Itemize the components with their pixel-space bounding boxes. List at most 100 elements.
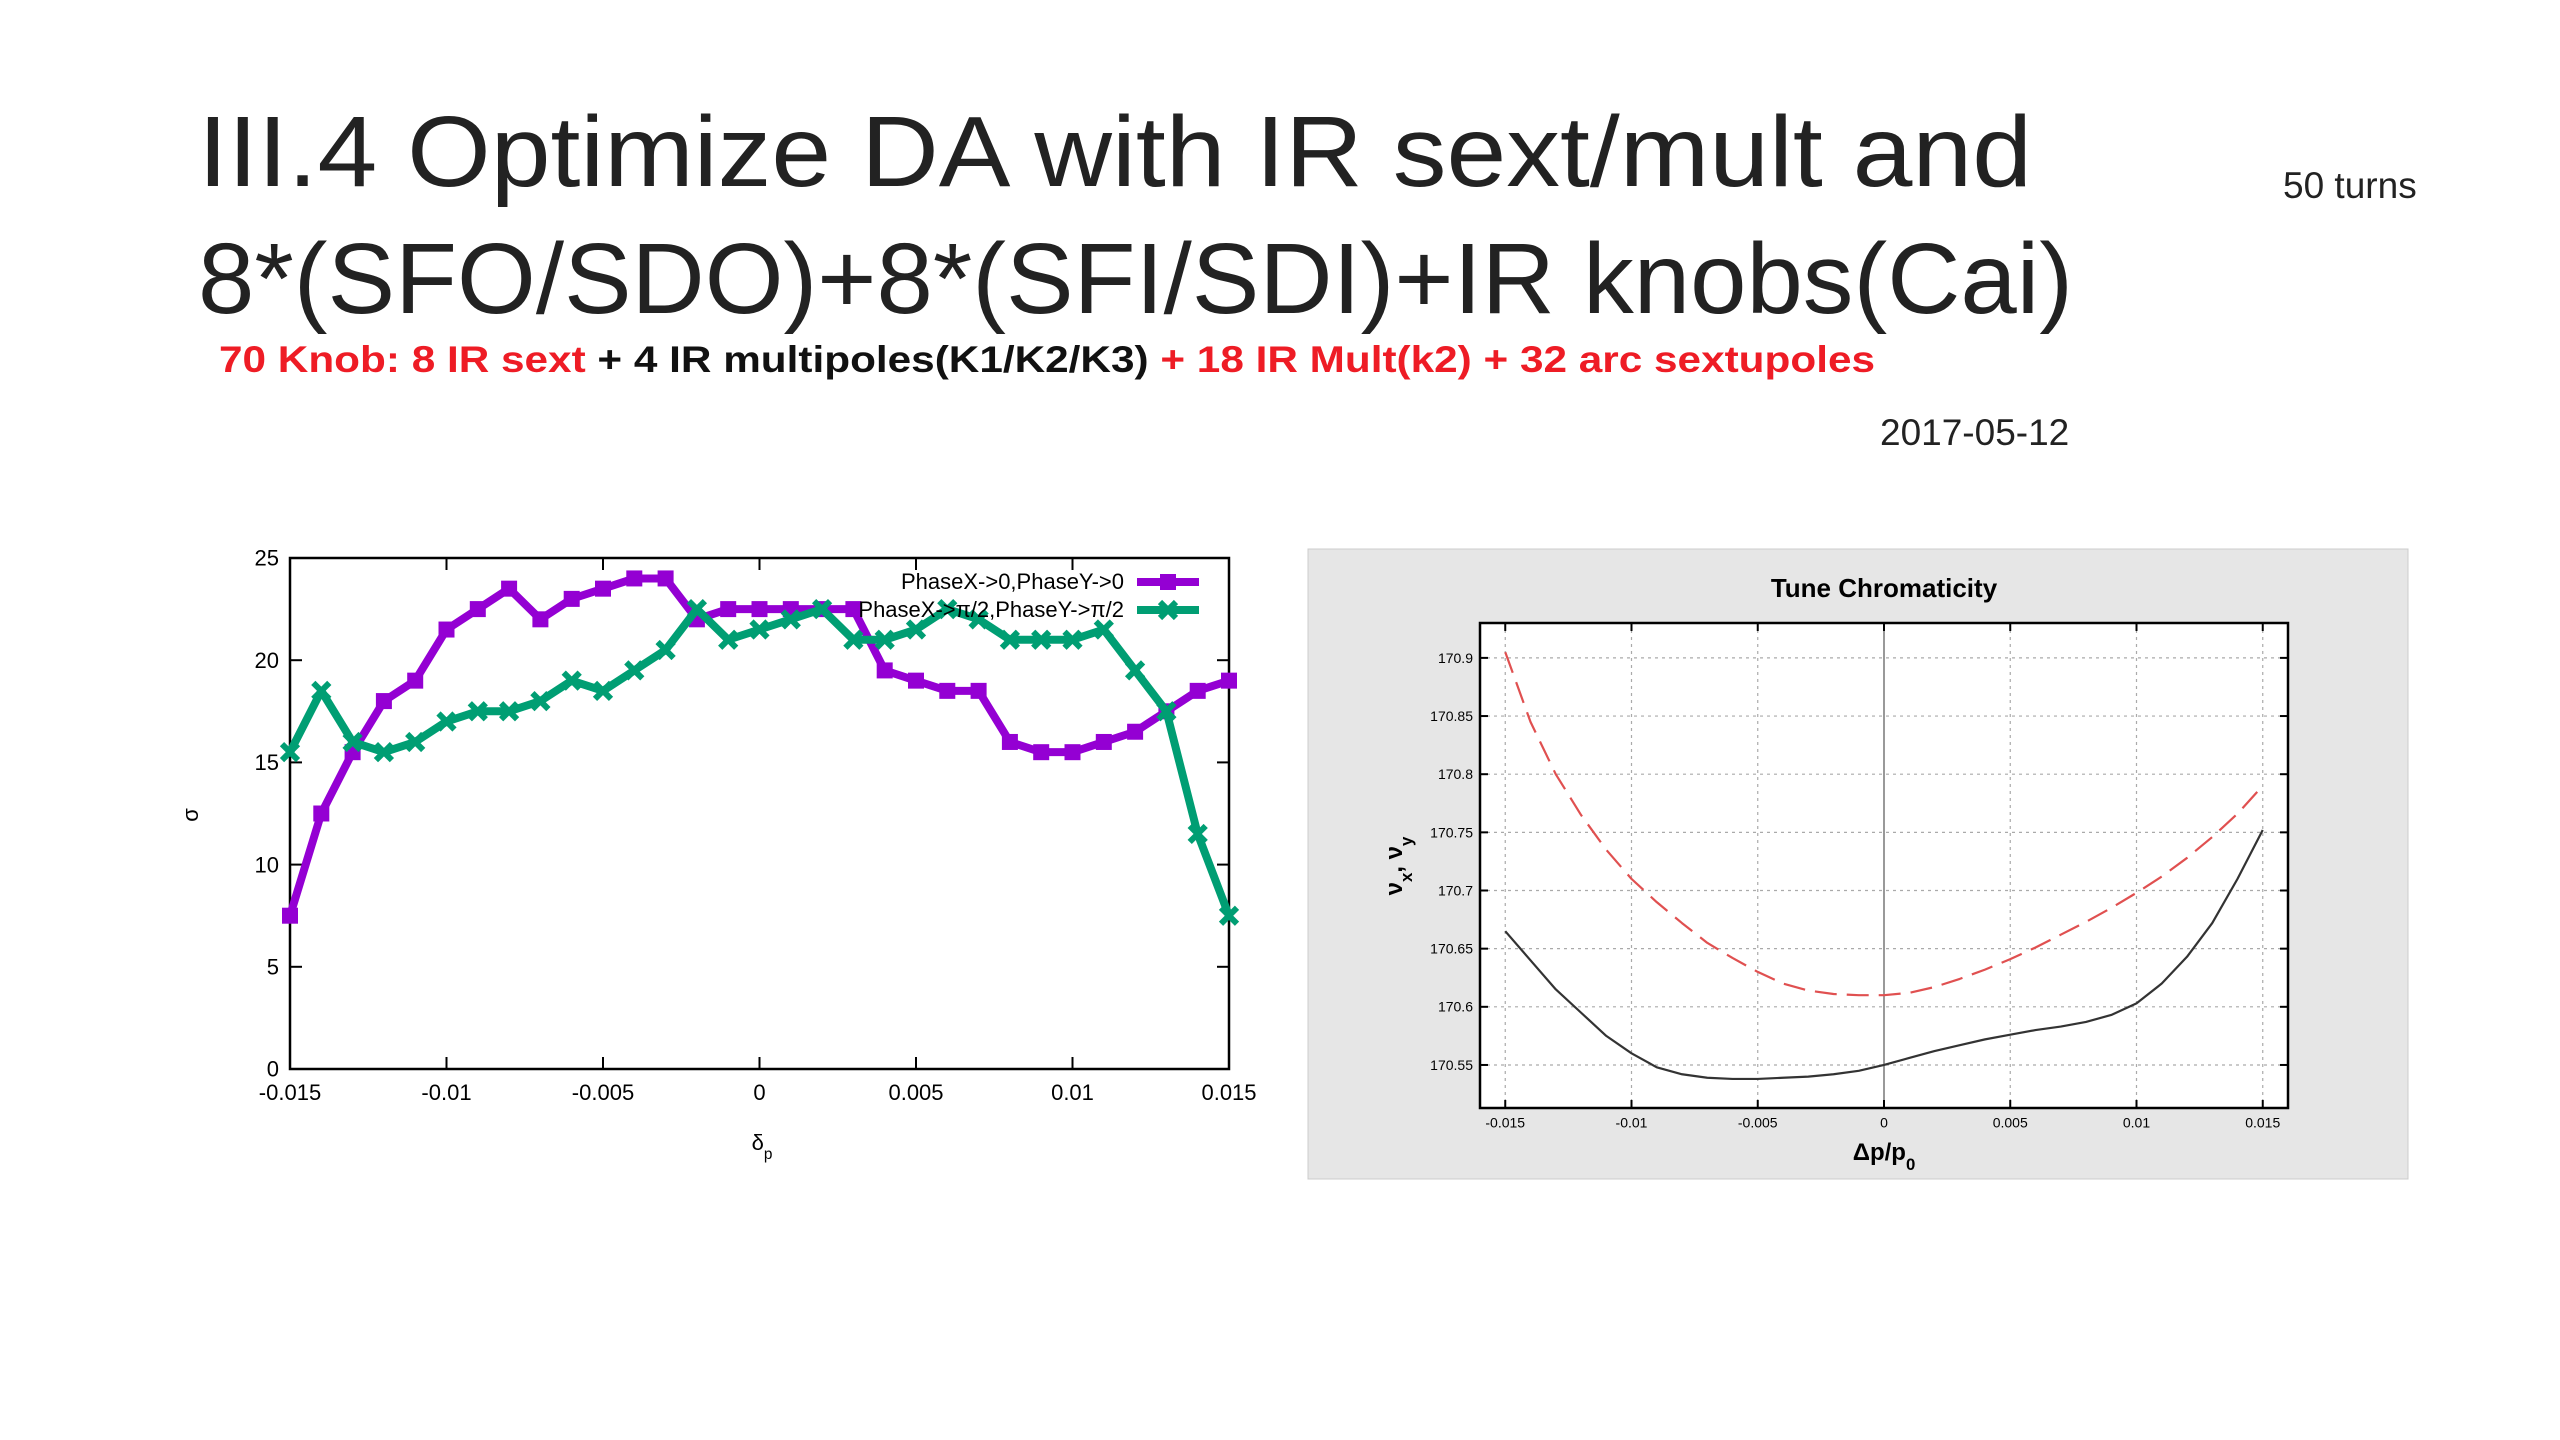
marker [1062,629,1083,650]
legend-label: PhaseX->0,PhaseY->0 [901,569,1124,594]
series-line [1504,651,2264,997]
marker [1189,682,1206,699]
axis-label-part: Δp/p [1853,1139,1906,1166]
marker [561,670,582,691]
marker [718,629,739,650]
marker [811,598,833,620]
marker [1124,660,1146,681]
subtitle-segment: + 18 IR Mult(k2) + 32 arc sextupoles [1149,339,1875,380]
marker [970,682,987,699]
marker [686,598,708,620]
axis-label: νx, νy [1381,836,1416,895]
legend-label: PhaseX->π/2,PhaseY->π/2 [858,597,1124,622]
marker [999,629,1021,650]
y-tick-label: 20 [255,648,279,673]
marker [438,621,455,638]
legend-marker [1157,599,1179,621]
marker [1033,744,1050,761]
marker [1218,905,1240,926]
subtitle-segment: + 4 IR multipoles(K1/K2/K3) [586,339,1149,380]
marker [530,690,551,712]
marker [498,701,520,722]
marker [1001,733,1018,750]
marker [937,598,958,620]
chart-title: Tune Chromaticity [1771,573,1998,603]
marker [1093,619,1114,640]
marker [905,619,927,640]
y-tick-label: 170.85 [1430,708,1473,724]
y-tick-label: 0 [267,1057,279,1082]
axis-label-part: , ν [1381,846,1408,873]
marker [407,672,424,689]
marker [311,680,332,701]
x-tick-label: 0.005 [888,1080,943,1105]
marker [720,601,737,618]
legend-marker [1160,574,1176,590]
axis-label-part: σ [178,808,203,822]
marker [1064,744,1081,761]
x-tick-label: 0.01 [2123,1115,2150,1131]
y-tick-label: 170.6 [1438,999,1473,1015]
x-tick-label: -0.01 [421,1080,471,1105]
marker [279,742,301,763]
series-line [1504,829,2264,1081]
marker [373,742,395,763]
marker [313,805,330,822]
marker [282,907,298,924]
marker [501,580,518,597]
y-tick-label: 15 [255,750,279,775]
axis-label: δp [752,1130,773,1163]
axis-label-part: p [764,1146,773,1163]
x-tick-label: -0.005 [572,1080,634,1105]
x-tick-label: -0.015 [259,1080,321,1105]
marker [1095,733,1112,750]
marker [845,601,862,618]
marker [655,639,676,661]
axis-label-part: y [1397,836,1416,846]
subtitle-segment: 70 Knob: 8 IR sext [219,339,586,380]
x-tick-label: 0 [1880,1115,1888,1131]
y-tick-label: 170.55 [1430,1057,1473,1073]
plot-frame [288,556,1231,1071]
x-tick-label: -0.015 [1485,1115,1525,1131]
axis-label-part: ν [1381,882,1408,895]
marker [624,660,645,681]
marker [1156,701,1177,722]
y-tick-label: 25 [255,546,279,571]
marker [467,701,488,722]
axis-label-part: x [1397,872,1416,882]
y-tick-label: 170.65 [1430,941,1473,957]
axis-label-part: δ [752,1130,764,1155]
y-tick-label: 170.7 [1438,882,1473,898]
y-tick-label: 170.9 [1438,650,1473,666]
date: 2017-05-12 [1880,412,2069,453]
marker [874,629,895,650]
marker [436,711,457,732]
marker [563,590,580,607]
y-tick-label: 170.8 [1438,766,1473,782]
y-tick-label: 10 [255,852,279,877]
marker [405,731,426,753]
marker [342,731,363,753]
marker [375,693,392,710]
y-tick-label: 5 [267,955,279,980]
axis-label: σ [178,808,203,822]
axis-label-part: 0 [1906,1155,1915,1174]
marker [908,672,924,689]
marker [595,580,611,597]
marker [626,570,643,587]
marker [939,682,956,699]
slide-title: 8*(SFO/SDO)+8*(SFI/SDI)+IR knobs(Cai) [198,223,2073,335]
marker [1031,629,1052,650]
marker [657,570,674,587]
plot-frame [1478,621,2290,1110]
x-tick-label: 0.005 [1993,1115,2028,1131]
subtitle: 70 Knob: 8 IR sext + 4 IR multipoles(K1/… [219,339,1875,380]
x-tick-label: 0.015 [2245,1115,2280,1131]
x-tick-label: 0 [753,1080,765,1105]
marker [749,619,770,640]
marker [592,680,614,701]
marker [532,611,549,628]
marker [1127,723,1144,740]
